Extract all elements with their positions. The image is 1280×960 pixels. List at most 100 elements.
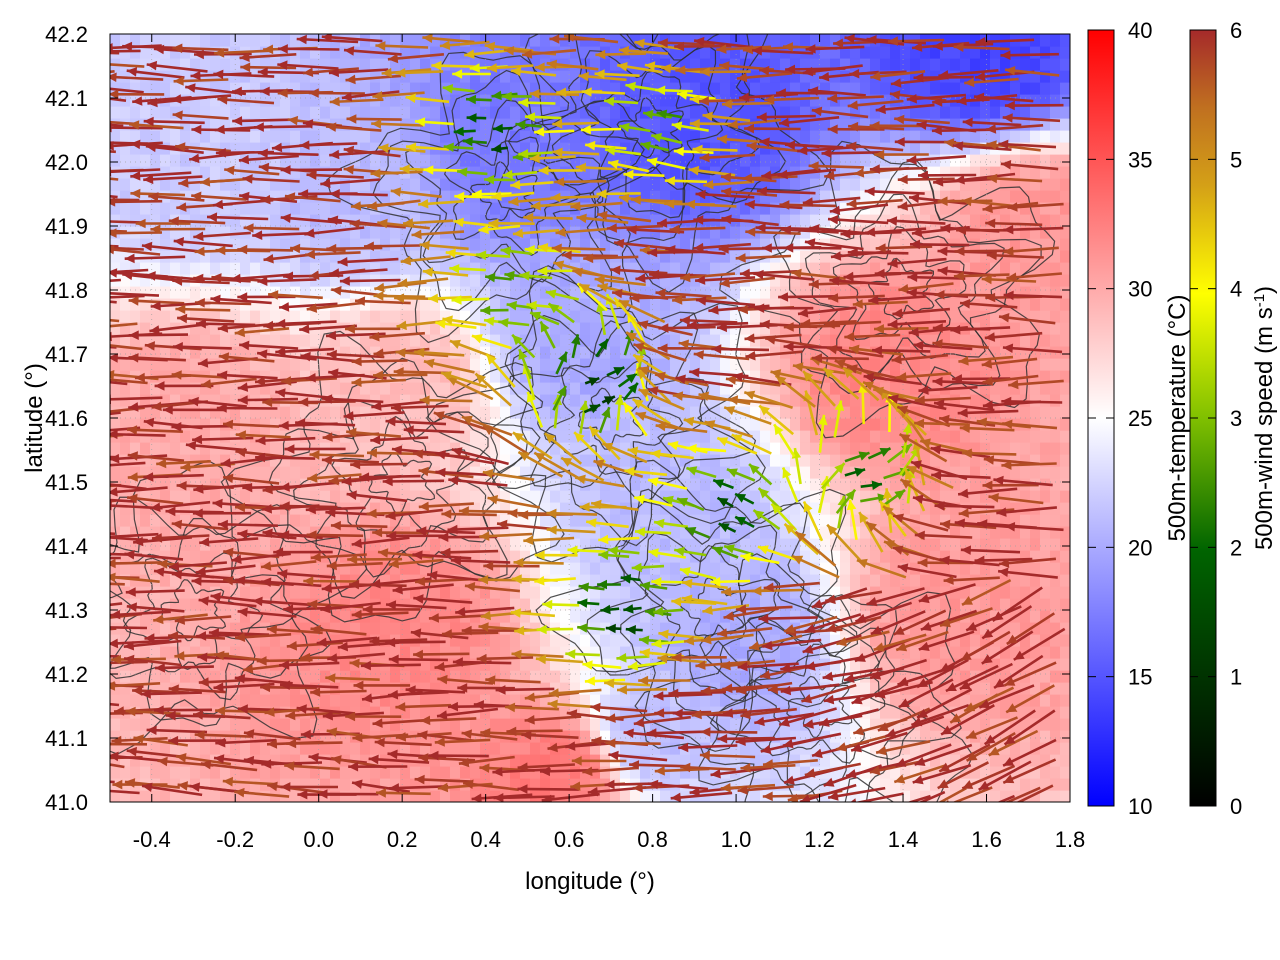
- temperature-cell: [530, 778, 541, 791]
- temperature-cell: [350, 478, 361, 491]
- temperature-cell: [740, 106, 751, 119]
- temperature-cell: [470, 634, 481, 647]
- temperature-cell: [130, 502, 141, 515]
- temperature-cell: [690, 250, 701, 263]
- temperature-cell: [200, 262, 211, 275]
- temperature-cell: [520, 70, 531, 83]
- temperature-cell: [710, 610, 721, 623]
- temperature-cell: [390, 550, 401, 563]
- temperature-cell: [660, 538, 671, 551]
- temperature-cell: [770, 454, 781, 467]
- temperature-cell: [570, 310, 581, 323]
- temperature-cell: [470, 754, 481, 767]
- temperature-cell: [680, 94, 691, 107]
- temperature-cell: [220, 658, 231, 671]
- temperature-cell: [790, 94, 801, 107]
- temperature-cell: [250, 790, 261, 802]
- temperature-cell: [210, 586, 221, 599]
- temperature-cell: [820, 202, 831, 215]
- temperature-cell: [690, 154, 701, 167]
- temperature-cell: [440, 178, 451, 191]
- temperature-cell: [130, 178, 141, 191]
- temperature-cell: [810, 370, 821, 383]
- temperature-cell: [490, 298, 501, 311]
- temperature-cell: [230, 646, 241, 659]
- temperature-cell: [770, 442, 781, 455]
- temperature-cell: [410, 274, 421, 287]
- temperature-cell: [290, 562, 301, 575]
- temperature-cell: [850, 34, 861, 47]
- temperature-cell: [220, 514, 231, 527]
- temperature-cell: [710, 514, 721, 527]
- temperature-cell: [440, 502, 451, 515]
- temperature-cell: [730, 646, 741, 659]
- temperature-cell: [210, 358, 221, 371]
- temperature-cell: [870, 190, 881, 203]
- temperature-cell: [540, 694, 551, 707]
- temperature-cell: [820, 166, 831, 179]
- temperature-cell: [760, 166, 771, 179]
- temperature-cell: [560, 478, 571, 491]
- temperature-cell: [560, 406, 571, 419]
- temperature-cell: [860, 478, 871, 491]
- temperature-cell: [350, 358, 361, 371]
- temperature-cell: [370, 226, 381, 239]
- temperature-cell: [630, 538, 641, 551]
- temperature-cell: [240, 562, 251, 575]
- temperature-cell: [720, 550, 731, 563]
- temperature-cell: [820, 58, 831, 71]
- temperature-cell: [760, 334, 771, 347]
- temperature-cell: [680, 574, 691, 587]
- temperature-cell: [630, 118, 641, 131]
- temperature-cell: [530, 766, 541, 779]
- temperature-cell: [180, 406, 191, 419]
- temperature-cell: [700, 694, 711, 707]
- temperature-cell: [450, 502, 461, 515]
- temperature-cell: [770, 238, 781, 251]
- temperature-cell: [780, 262, 791, 275]
- temperature-cell: [300, 562, 311, 575]
- temperature-cell: [850, 370, 861, 383]
- temperature-cell: [360, 562, 371, 575]
- temperature-cell: [620, 82, 631, 95]
- temperature-cell: [530, 82, 541, 95]
- temperature-cell: [420, 178, 431, 191]
- temperature-cell: [170, 670, 181, 683]
- temperature-cell: [410, 58, 421, 71]
- temperature-cell: [810, 262, 821, 275]
- temperature-cell: [850, 658, 861, 671]
- temperature-cell: [320, 490, 331, 503]
- temperature-cell: [120, 466, 131, 479]
- temperature-cell: [110, 262, 121, 275]
- temperature-cell: [640, 166, 651, 179]
- temperature-cell: [430, 694, 441, 707]
- temperature-cell: [500, 490, 511, 503]
- temperature-cell: [800, 238, 811, 251]
- temperature-cell: [750, 394, 761, 407]
- temperature-cell: [180, 682, 191, 695]
- temperature-cell: [120, 286, 131, 299]
- temperature-cell: [520, 154, 531, 167]
- temperature-cell: [300, 478, 311, 491]
- temperature-cell: [130, 466, 141, 479]
- temperature-cell: [610, 106, 621, 119]
- temperature-cell: [650, 178, 661, 191]
- temperature-cell: [310, 790, 321, 802]
- temperature-cell: [840, 130, 851, 143]
- temperature-cell: [470, 394, 481, 407]
- temperature-cell: [680, 58, 691, 71]
- temperature-cell: [220, 34, 231, 47]
- temperature-cell: [250, 694, 261, 707]
- temperature-cell: [140, 394, 151, 407]
- temperature-cell: [830, 178, 841, 191]
- temperature-cell: [580, 238, 591, 251]
- temperature-cell: [510, 754, 521, 767]
- temperature-cell: [840, 430, 851, 443]
- temperature-cell: [360, 70, 371, 83]
- temperature-cell: [140, 334, 151, 347]
- temperature-cell: [620, 610, 631, 623]
- temperature-cell: [640, 334, 651, 347]
- temperature-cell: [210, 706, 221, 719]
- temperature-cell: [190, 706, 201, 719]
- temperature-cell: [530, 526, 541, 539]
